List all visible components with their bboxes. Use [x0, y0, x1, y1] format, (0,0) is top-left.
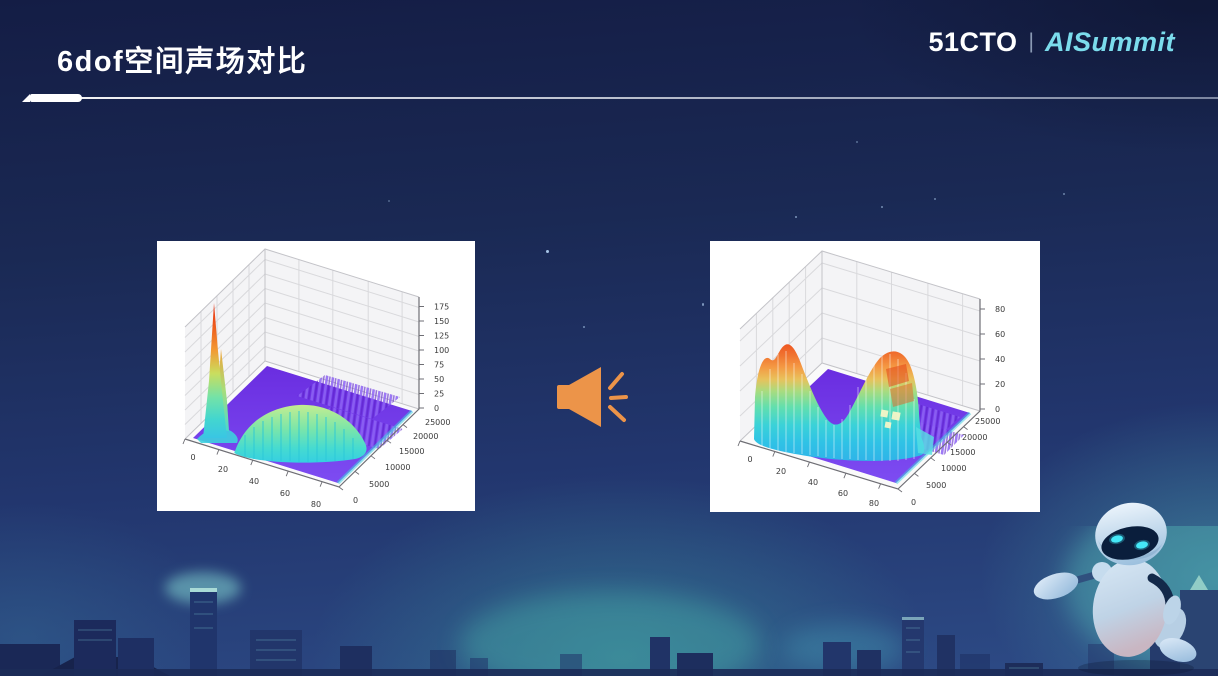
green-dome	[234, 404, 367, 463]
z-tick-label: 175	[434, 303, 449, 312]
z-tick-label: 150	[434, 317, 449, 326]
ground-strip	[0, 669, 1218, 676]
y-axis-tick-labels: 0 5000 10000 15000 20000 25000	[911, 417, 1000, 507]
z-tick-label: 125	[434, 332, 449, 341]
star	[795, 216, 797, 218]
dome-teeth	[244, 411, 354, 462]
light-spots	[880, 409, 901, 429]
stripe-band	[297, 375, 400, 419]
divider-cap	[22, 94, 82, 102]
x-tick-label: 80	[869, 499, 879, 508]
x-tick-label: 20	[218, 465, 228, 474]
robot-forearm	[1163, 595, 1181, 625]
z-tick-label: 80	[995, 305, 1005, 314]
y-tick-label: 10000	[941, 464, 966, 473]
y-tick-label: 20000	[962, 433, 987, 442]
brand-51cto: 51CTO	[928, 27, 1018, 57]
building-windows	[78, 601, 1039, 669]
axis-ticks	[182, 306, 424, 491]
robot-shadow	[1078, 660, 1194, 676]
robot-head	[1095, 502, 1167, 566]
z-tick-label: 40	[995, 355, 1005, 364]
dark-red-patch	[890, 383, 914, 407]
z-axis-tick-labels: 175 150 125 100 75 50 25 0	[434, 303, 449, 414]
robot-eye	[1136, 541, 1148, 549]
z-tick-label: 25	[434, 390, 444, 399]
y-tick-label: 15000	[950, 448, 975, 457]
robot-left-arm	[1033, 562, 1112, 600]
title-divider	[18, 94, 1218, 104]
x-tick-label: 0	[190, 453, 195, 462]
star	[881, 206, 883, 208]
z-tick-label: 20	[995, 380, 1005, 389]
star	[856, 141, 858, 143]
surface	[754, 344, 972, 485]
y-tick-label: 10000	[385, 463, 410, 472]
front-fringe	[336, 409, 414, 485]
star	[1063, 193, 1065, 195]
robot-visor	[1101, 526, 1159, 560]
page-title: 6dof空间声场对比	[57, 46, 308, 78]
red-spike	[203, 303, 227, 438]
ridge-surface	[754, 344, 925, 461]
x-tick-label: 80	[311, 500, 321, 509]
x-tick-label: 0	[747, 455, 752, 464]
y-tick-label: 25000	[425, 418, 450, 427]
front-fringe	[894, 411, 972, 485]
y-tick-label: 5000	[926, 481, 946, 490]
city-glow	[460, 592, 760, 676]
star	[546, 250, 549, 253]
brand-separator: |	[1028, 29, 1034, 53]
robot-eye	[1111, 535, 1123, 543]
y-tick-label: 5000	[369, 480, 389, 489]
z-tick-label: 50	[434, 375, 444, 384]
star	[934, 198, 936, 200]
x-tick-label: 60	[280, 489, 290, 498]
axis-ticks	[737, 308, 985, 493]
x-tick-label: 60	[838, 489, 848, 498]
axis-spines	[739, 299, 981, 490]
x-tick-label: 40	[249, 477, 259, 486]
y-tick-label: 0	[353, 496, 358, 505]
axis-spines	[184, 297, 420, 488]
speaker-sound-icon	[557, 367, 628, 427]
z-tick-label: 60	[995, 330, 1005, 339]
y-axis-tick-labels: 0 5000 10000 15000 20000 25000	[353, 418, 450, 505]
cyan-cliff	[916, 427, 934, 455]
sound-waves	[608, 372, 628, 422]
surface-chart-right: 80 60 40 20 0 0 20 40 60 80 0 5000 10000…	[710, 241, 1040, 512]
robot-body	[1092, 559, 1168, 657]
surface	[193, 303, 414, 485]
z-tick-label: 0	[434, 404, 439, 413]
star	[388, 200, 390, 202]
robot-mascot-icon	[1033, 502, 1197, 676]
z-tick-label: 100	[434, 346, 449, 355]
x-tick-label: 40	[808, 478, 818, 487]
x-axis-tick-labels: 0 20 40 60 80	[747, 455, 879, 508]
z-axis-tick-labels: 80 60 40 20 0	[995, 305, 1005, 414]
y-tick-label: 0	[911, 498, 916, 507]
z-tick-label: 75	[434, 361, 444, 370]
y-tick-label: 20000	[413, 432, 438, 441]
divider-line	[66, 97, 1218, 99]
brand-logo: 51CTO | AISummit	[928, 27, 1175, 58]
z-tick-label: 0	[995, 405, 1000, 414]
dark-red-patch	[886, 364, 909, 387]
x-axis-tick-labels: 0 20 40 60 80	[190, 453, 321, 509]
y-tick-label: 25000	[975, 417, 1000, 426]
x-tick-label: 20	[776, 467, 786, 476]
brand-aisummit: AISummit	[1044, 27, 1175, 57]
star	[583, 326, 585, 328]
surface-chart-left: 175 150 125 100 75 50 25 0 0 20 40 60 80…	[157, 241, 475, 511]
y-tick-label: 15000	[399, 447, 424, 456]
star	[702, 303, 704, 306]
